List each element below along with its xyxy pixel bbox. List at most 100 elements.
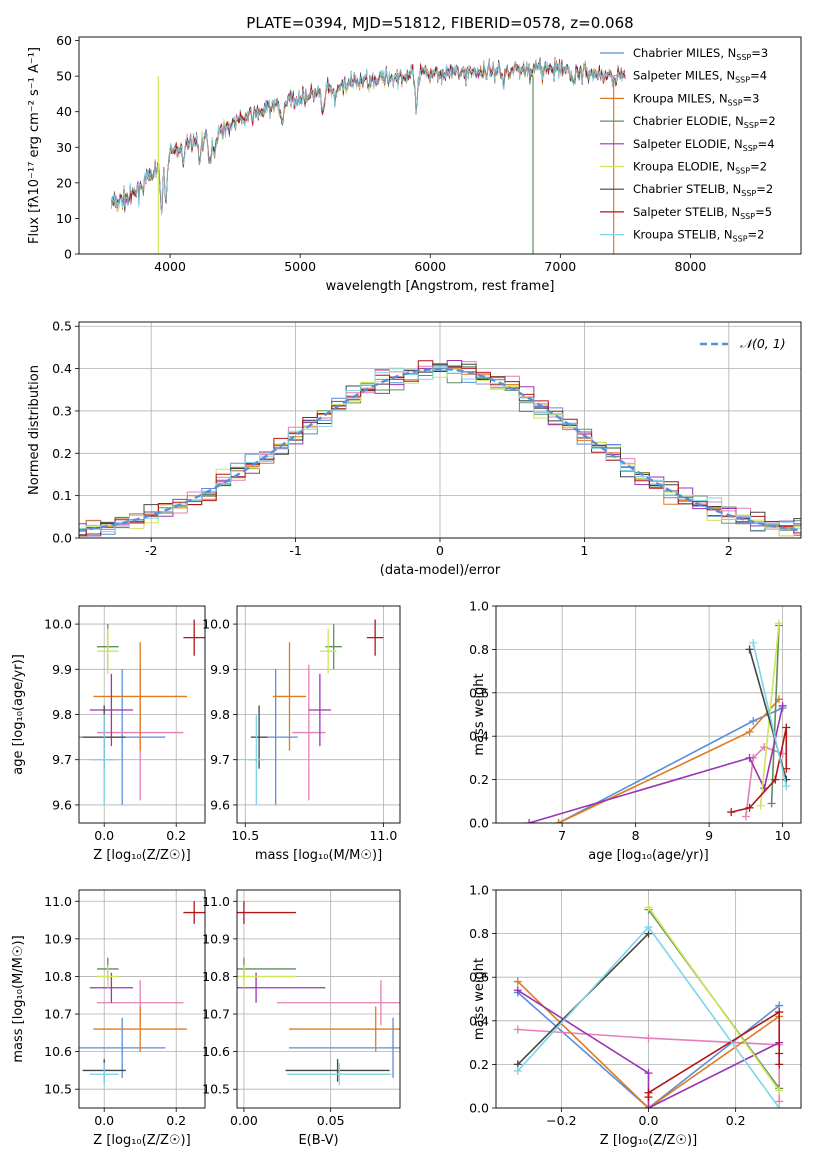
legend-label-name: Chabrier STELIB, N [633, 182, 741, 196]
spectrum-line [111, 58, 626, 214]
y-tick-label: 50 [56, 69, 72, 84]
axes-frame [78, 889, 206, 1109]
legend-label-name: Kroupa ELODIE, N [633, 160, 735, 174]
weight-marker [782, 723, 791, 732]
y-tick-label: 10.9 [202, 931, 230, 946]
weight-marker [775, 1008, 784, 1017]
axes-frame [78, 605, 206, 824]
weight-marker [513, 1025, 522, 1034]
histogram-panel: -2 -1 0 1 2 0.0 0.1 0.2 0.3 0.4 0.5 (data-model)/er… [27, 319, 802, 578]
y-tick-label: 0.6 [469, 685, 489, 700]
legend-label-name: Kroupa MILES, N [633, 91, 728, 105]
x-axis-label: mass [log₁₀(M/M☉)] [255, 848, 382, 863]
weight-marker [644, 1069, 653, 1078]
x-tick-label: 4000 [154, 259, 186, 274]
weight-marker [782, 764, 791, 773]
y-tick-label: 20 [56, 175, 72, 190]
weight-line [647, 1010, 781, 1098]
y-tick-label: 0.6 [469, 970, 489, 985]
weight-marker [778, 749, 787, 758]
axes-frame [78, 36, 802, 255]
y-tick-label: 10.8 [44, 969, 72, 984]
weight-marker [741, 812, 750, 821]
weight-marker [554, 819, 563, 823]
x-tick-label: 11.0 [370, 828, 398, 843]
legend-label-sub: SSP [744, 121, 759, 130]
z-weight-panel: −0.2 0.0 0.2 0.0 0.2 0.4 0.6 0.8 1.0 Z [log₁₀(Z/Z… [469, 883, 802, 1148]
weight-marker [749, 638, 758, 647]
y-tick-label: 0 [64, 247, 72, 262]
legend-label-normal: 𝒩(0, 1) [740, 336, 786, 351]
spectrum-line [111, 56, 626, 213]
z-weight-panel-plot-area [513, 903, 784, 1108]
legend-label-sub: SSP [740, 212, 755, 221]
spectrum-line [111, 58, 626, 215]
legend-label-value: =2 [750, 160, 767, 174]
x-axis-label: Z [log₁₀(Z/Z☉)] [93, 848, 190, 863]
spectrum-line [111, 57, 626, 212]
legend-label-value: =3 [751, 46, 768, 60]
x-tick-label: 10.5 [231, 828, 259, 843]
legend-label-value: =5 [755, 205, 772, 219]
y-tick-label: 0.8 [469, 926, 489, 941]
x-axis-label: Z [log₁₀(Z/Z☉)] [600, 1133, 697, 1148]
y-tick-label: 10.5 [202, 1082, 230, 1097]
y-tick-label: 1.0 [469, 599, 489, 614]
x-tick-label: -2 [145, 543, 157, 558]
axes-frame [236, 889, 401, 1109]
y-tick-label: 0.3 [52, 403, 72, 418]
x-tick-label: −0.2 [546, 1113, 576, 1128]
y-axis-label: Flux [fλ10⁻¹⁷ erg cm⁻² s⁻¹ A⁻¹] [27, 47, 42, 244]
weight-marker [782, 782, 791, 791]
weight-marker [644, 923, 653, 932]
z-mass-panel: 0.0 0.2 10.5 10.6 10.7 10.8 10.9 11.0 Z [log₁₀(Z… [11, 889, 206, 1148]
figure-title: PLATE=0394, MJD=51812, FIBERID=0578, z=0… [246, 14, 633, 32]
legend-label: Kroupa ELODIE, NSSP=2 [633, 160, 767, 176]
histogram-step-line [79, 360, 801, 537]
weight-line [647, 906, 780, 1092]
x-tick-label: 6000 [414, 259, 446, 274]
legend-label-sub: SSP [741, 189, 756, 198]
weight-marker [778, 701, 787, 710]
y-tick-label: 10 [56, 211, 72, 226]
weight-marker [771, 775, 780, 784]
y-tick-label: 9.6 [52, 797, 72, 812]
legend-label-name: Kroupa STELIB, N [633, 228, 733, 242]
weight-marker [513, 1066, 522, 1075]
weight-marker [644, 1088, 653, 1097]
legend-label-value: =4 [758, 137, 775, 151]
weight-line [517, 1028, 781, 1102]
histogram-panel-plot-area [79, 360, 801, 537]
x-tick-label: 9 [705, 828, 713, 843]
y-tick-label: 0.4 [52, 361, 72, 376]
y-axis-label: mass weight [472, 958, 487, 1040]
legend-label-name: Salpeter MILES, N [633, 69, 735, 83]
y-tick-label: 11.0 [202, 894, 230, 909]
y-tick-label: 40 [56, 104, 72, 119]
ebv-mass-panel-plot-area [237, 901, 400, 1086]
legend-label-sub: SSP [736, 53, 751, 62]
y-tick-label: 11.0 [44, 894, 72, 909]
weight-marker [745, 803, 754, 812]
y-tick-label: 30 [56, 140, 72, 155]
y-tick-label: 10.0 [44, 617, 72, 632]
x-axis-label: wavelength [Angstrom, rest frame] [326, 279, 555, 294]
x-tick-label: 8 [632, 828, 640, 843]
spectrum-line [111, 58, 626, 216]
mass-age-panel-plot-area [248, 619, 384, 805]
legend-label: Chabrier ELODIE, NSSP=2 [633, 114, 776, 130]
x-tick-label: 0.2 [166, 828, 186, 843]
legend-label: Salpeter MILES, NSSP=4 [633, 69, 767, 85]
x-tick-label: 0 [436, 543, 444, 558]
normal-curve [79, 367, 801, 532]
legend-label-value: =2 [748, 228, 765, 242]
y-tick-label: 10.6 [44, 1044, 72, 1059]
y-axis-label: mass weight [472, 673, 487, 755]
spectrum-line [111, 59, 626, 212]
x-tick-label: 0.0 [94, 1113, 114, 1128]
weight-marker [644, 1104, 653, 1108]
y-tick-label: 0.2 [469, 1057, 489, 1072]
y-tick-label: 0.0 [52, 531, 72, 546]
weight-marker [727, 808, 736, 817]
